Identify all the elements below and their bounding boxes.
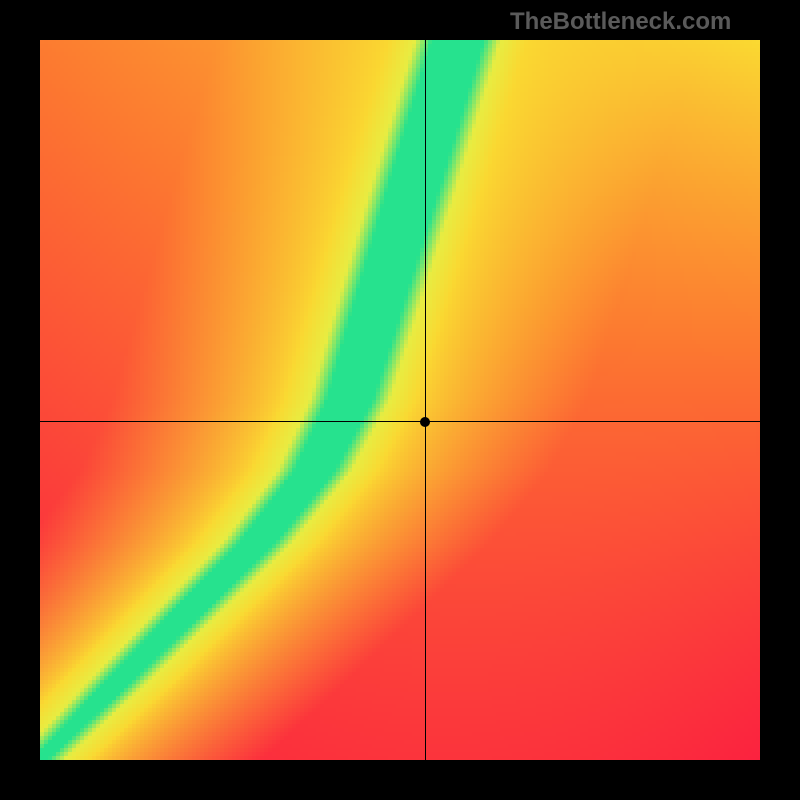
crosshair-vertical xyxy=(425,40,426,760)
watermark-text: TheBottleneck.com xyxy=(510,8,731,36)
bottleneck-heatmap xyxy=(40,40,760,760)
crosshair-horizontal xyxy=(40,421,760,422)
crosshair-marker-dot xyxy=(420,417,430,427)
